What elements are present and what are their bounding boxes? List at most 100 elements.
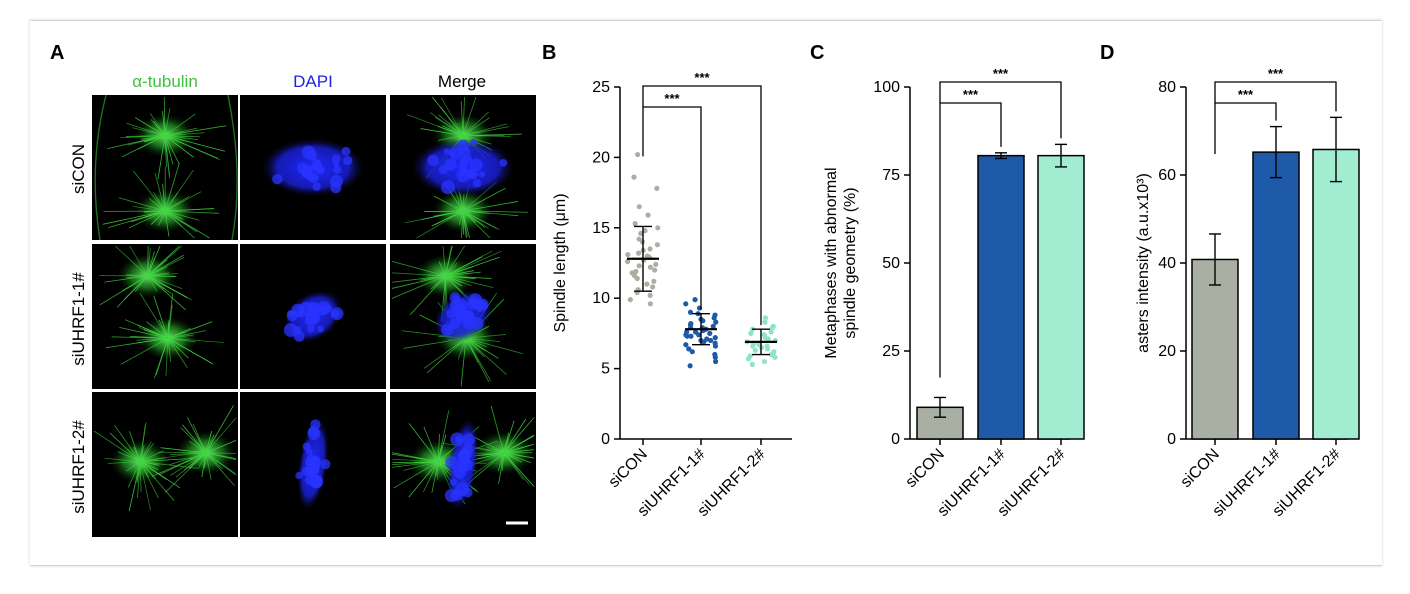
y-tick-label: 75 [882, 167, 900, 184]
data-point [689, 349, 695, 355]
significance-bracket [642, 106, 702, 310]
microtubule-fiber [431, 210, 464, 227]
microtubule-fiber [503, 452, 523, 463]
microtubule-fiber [427, 337, 467, 374]
micrograph-cell [92, 392, 238, 537]
microtubule-fiber [486, 446, 505, 454]
microtubule-fiber [391, 461, 439, 468]
microtubule-fiber [126, 122, 166, 136]
microtubule-fiber [490, 405, 505, 454]
significance-bracket [642, 85, 762, 326]
significance-label: *** [694, 70, 710, 85]
microtubule-fiber [167, 338, 188, 368]
microtubule-fiber [445, 275, 472, 287]
data-point [683, 342, 689, 348]
chromosome-blob [306, 301, 320, 314]
y-tick-label: 20 [592, 149, 610, 166]
microtubule-fiber [445, 275, 463, 287]
microtubule-fiber [437, 445, 443, 462]
microtubule-fiber [167, 331, 186, 339]
microtubule-fiber [122, 275, 148, 292]
microtubule-fiber [136, 461, 141, 484]
data-point [752, 347, 758, 353]
microtubule-fiber [408, 461, 439, 498]
row-label-siuhrf1-1: siUHRF1-1# [69, 272, 88, 366]
bar [977, 154, 1025, 440]
chromosome-blob [324, 304, 333, 312]
microtubule-fiber [391, 275, 446, 289]
data-point [642, 228, 648, 234]
data-point [764, 346, 771, 352]
data-point [713, 358, 719, 365]
y-axis-label: Spindle length (μm) [552, 193, 569, 332]
data-point [654, 185, 660, 191]
microtubule-fiber [391, 275, 446, 283]
microtubule-fiber [167, 337, 224, 343]
microtubule-fiber [438, 135, 464, 141]
chromosome-blob [427, 154, 439, 167]
microtubule-fiber [441, 97, 464, 136]
panel-c-abnormal-geometry-chart: C 0 25 50 75 100 Metaphases with abnormal spind… [810, 42, 1085, 520]
significance-bracket [939, 81, 1062, 139]
chromosome-blob [330, 307, 344, 321]
microtubule-fiber [460, 338, 467, 387]
data-point [687, 363, 693, 369]
data-point [627, 297, 633, 303]
microtubule-fiber [462, 210, 500, 230]
microtubule-fiber [423, 337, 467, 369]
microtubule-fiber [147, 275, 158, 292]
microtubule-fiber [163, 96, 166, 136]
microtubule-fiber [167, 337, 214, 365]
microtubule-fiber [465, 337, 524, 355]
y-tick-label: 100 [873, 79, 900, 96]
chromosome-blob [320, 459, 331, 470]
data-point [765, 336, 771, 342]
microtubule-fiber [438, 261, 446, 277]
microtubule-fiber [162, 183, 166, 212]
microtubule-fiber [111, 336, 168, 339]
microtubule-fiber [119, 326, 169, 339]
data-point [644, 281, 650, 287]
microtubule-fiber [465, 337, 507, 375]
x-tick-label: siCON [1177, 446, 1222, 491]
microtubule-fiber [460, 100, 464, 136]
chromosome-blob [309, 457, 317, 465]
data-point [684, 333, 690, 339]
microtubule-fiber [145, 321, 169, 339]
cell-edge [227, 94, 238, 241]
microtubule-fiber [170, 452, 207, 476]
data-point [647, 301, 653, 307]
microtubule-fiber [102, 210, 166, 225]
microtubule-fiber [104, 457, 141, 462]
microtubule-fiber [162, 110, 166, 136]
microtubule-fiber [164, 135, 170, 179]
microtubule-fiber [139, 442, 154, 462]
chromosome-blob [464, 168, 475, 179]
microtubule-fiber [503, 434, 535, 454]
data-point [650, 284, 656, 290]
microtubule-fiber [182, 424, 207, 454]
microtubule-fiber [165, 338, 169, 377]
data-point [762, 315, 769, 321]
data-point [647, 292, 653, 298]
micrograph-cell [92, 244, 238, 389]
microtubule-fiber [184, 452, 207, 471]
microtubule-fiber [201, 452, 207, 478]
microtubule-fiber [120, 337, 169, 365]
y-tick-label: 10 [592, 290, 610, 307]
chromosome-blob [458, 451, 469, 462]
microtubule-fiber [167, 338, 172, 363]
microtubule-fiber [128, 461, 141, 512]
data-point [692, 297, 698, 303]
microtubule-fiber [139, 293, 169, 339]
microtubule-fiber [154, 172, 166, 212]
x-tick-label: siCON [902, 446, 947, 491]
microtubule-fiber [503, 452, 524, 480]
microtubule-fiber [147, 245, 149, 276]
microtubule-fiber [139, 461, 167, 480]
micrograph-cell [240, 95, 386, 240]
microtubule-fiber [136, 337, 168, 341]
micrograph-cell [240, 392, 386, 537]
microtubule-fiber [125, 461, 141, 472]
microtubule-fiber [462, 117, 490, 136]
